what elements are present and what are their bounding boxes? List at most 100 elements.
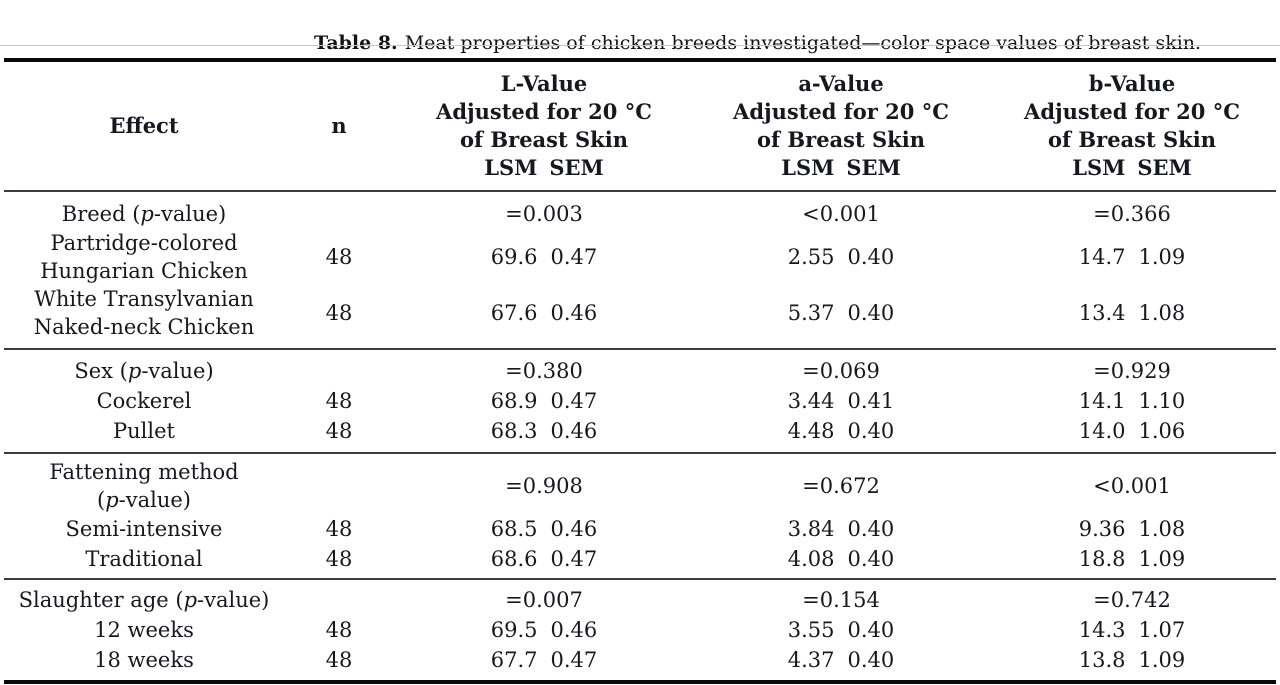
lsm-sem-pair: 9.36 1.08 bbox=[1079, 515, 1186, 543]
lsm-sem-cell: 4.37 0.40 bbox=[694, 646, 988, 674]
lsm-sem-cell: 68.9 0.47 bbox=[394, 387, 694, 415]
p-value-cell: =0.672 bbox=[802, 474, 880, 498]
effect-line: (p-value) bbox=[4, 486, 284, 514]
p-value-cell: <0.001 bbox=[802, 202, 880, 226]
lsm-sem-pair: 67.6 0.46 bbox=[491, 299, 598, 327]
table-row: Breed (p-value) =0.003 <0.001 =0.366 bbox=[4, 199, 1276, 229]
lsm-sem-pair: 14.0 1.06 bbox=[1079, 417, 1186, 445]
lsm-sem-pair: 18.8 1.09 bbox=[1079, 545, 1186, 573]
lsm-value: 14.0 bbox=[1078, 419, 1126, 443]
lsm-sem-pair: 2.55 0.40 bbox=[788, 243, 895, 271]
lsm-sem-pair: 4.08 0.40 bbox=[788, 545, 895, 573]
effect-cell: Traditional bbox=[4, 545, 284, 573]
table-row: Slaughter age (p-value) =0.007 =0.154 =0.74… bbox=[4, 585, 1276, 615]
lsm-sem-pair: 69.6 0.47 bbox=[491, 243, 598, 271]
lsm-sem-pair: 3.44 0.41 bbox=[788, 387, 895, 415]
effect-line: Fattening method bbox=[4, 458, 284, 486]
lsm-sem-pair: 3.84 0.40 bbox=[788, 515, 895, 543]
header-line-title: L-Value bbox=[500, 71, 588, 96]
effect-cell: Semi-intensive bbox=[4, 515, 284, 543]
header-line-adjust: Adjusted for 20 °C bbox=[436, 99, 652, 124]
header-l-value: L-Value Adjusted for 20 °C of Breast Ski… bbox=[394, 70, 694, 182]
header-line-title: b-Value bbox=[1088, 71, 1176, 96]
n-cell: 48 bbox=[325, 389, 353, 413]
sem-value: 0.40 bbox=[847, 245, 895, 269]
sem-value: 1.08 bbox=[1138, 301, 1186, 325]
lsm-sem-cell: 14.0 1.06 bbox=[988, 417, 1276, 445]
n-cell: 48 bbox=[325, 245, 353, 269]
table-row: Pullet 48 68.3 0.46 4.48 0.40 14.0 1.06 bbox=[4, 416, 1276, 446]
effect-text: Pullet bbox=[113, 419, 175, 443]
lsm-sem-cell: 3.55 0.40 bbox=[694, 616, 988, 644]
effect-text: Traditional bbox=[85, 547, 203, 571]
lsm-sem-cell: 69.6 0.47 bbox=[394, 243, 694, 271]
header-sem: SEM bbox=[846, 155, 901, 180]
header-line-adjust: Adjusted for 20 °C bbox=[733, 99, 949, 124]
lsm-value: 68.9 bbox=[490, 389, 538, 413]
header-sem: SEM bbox=[1137, 155, 1192, 180]
header-effect: Effect bbox=[109, 113, 179, 138]
effect-line: Partridge-colored bbox=[4, 229, 284, 257]
header-lsm: LSM bbox=[781, 155, 835, 180]
table-row: Partridge-colored Hungarian Chicken 48 69.6… bbox=[4, 229, 1276, 285]
lsm-value: 14.3 bbox=[1078, 618, 1126, 642]
table-row: Semi-intensive 48 68.5 0.46 3.84 0.40 9.36 1.08 bbox=[4, 514, 1276, 544]
lsm-value: 69.6 bbox=[490, 245, 538, 269]
table-row: Fattening method (p-value) =0.908 =0.672 <0.… bbox=[4, 458, 1276, 514]
header-line-title: a-Value bbox=[798, 71, 884, 96]
effect-text-italic: p bbox=[105, 488, 119, 512]
lsm-sem-pair: 68.5 0.46 bbox=[491, 515, 598, 543]
effect-line: Breed (p-value) bbox=[4, 200, 284, 228]
effect-line: Slaughter age (p-value) bbox=[4, 586, 284, 614]
sem-value: 0.47 bbox=[550, 547, 598, 571]
sem-value: 0.47 bbox=[550, 389, 598, 413]
section-rule bbox=[4, 578, 1276, 580]
effect-text: Breed ( bbox=[61, 202, 141, 226]
lsm-value: 4.08 bbox=[787, 547, 835, 571]
lsm-sem-pair: 14.1 1.10 bbox=[1079, 387, 1186, 415]
p-value-cell: =0.908 bbox=[505, 474, 583, 498]
lsm-value: 4.37 bbox=[787, 648, 835, 672]
table-section: Sex (p-value) =0.380 =0.069 =0.929 Cockerel 4… bbox=[4, 350, 1276, 452]
effect-cell: Partridge-colored Hungarian Chicken bbox=[4, 229, 284, 285]
sem-value: 0.46 bbox=[550, 301, 598, 325]
effect-cell: 18 weeks bbox=[4, 646, 284, 674]
effect-line: Semi-intensive bbox=[4, 515, 284, 543]
lsm-sem-cell: 4.08 0.40 bbox=[694, 545, 988, 573]
header-line-subject: of Breast Skin bbox=[1048, 127, 1216, 152]
lsm-sem-cell: 14.3 1.07 bbox=[988, 616, 1276, 644]
effect-line: Traditional bbox=[4, 545, 284, 573]
sem-value: 0.46 bbox=[550, 419, 598, 443]
lsm-sem-cell: 13.4 1.08 bbox=[988, 299, 1276, 327]
table-header-row: Effect n L-Value Adjusted for 20 °C of B… bbox=[4, 62, 1276, 190]
lsm-sem-pair: 14.3 1.07 bbox=[1079, 616, 1186, 644]
p-value-cell: =0.929 bbox=[1093, 359, 1171, 383]
effect-line: Hungarian Chicken bbox=[4, 257, 284, 285]
header-lsm: LSM bbox=[1072, 155, 1126, 180]
effect-text: Partridge-colored bbox=[50, 231, 238, 255]
section-rule bbox=[4, 348, 1276, 350]
lsm-sem-cell: 9.36 1.08 bbox=[988, 515, 1276, 543]
lsm-sem-cell: 14.1 1.10 bbox=[988, 387, 1276, 415]
p-value-cell: =0.366 bbox=[1093, 202, 1171, 226]
effect-text: -value) bbox=[118, 488, 191, 512]
sem-value: 1.09 bbox=[1138, 245, 1186, 269]
lsm-sem-pair: 13.8 1.09 bbox=[1079, 646, 1186, 674]
lsm-sem-pair: 67.7 0.47 bbox=[491, 646, 598, 674]
header-lsm-sem: LSM SEM bbox=[484, 154, 604, 182]
table-section: Breed (p-value) =0.003 <0.001 =0.366 Partrid… bbox=[4, 192, 1276, 348]
effect-cell: Fattening method (p-value) bbox=[4, 458, 284, 514]
table-row: 18 weeks 48 67.7 0.47 4.37 0.40 13.8 1.09 bbox=[4, 645, 1276, 675]
table-row: Traditional 48 68.6 0.47 4.08 0.40 18.8 1.09 bbox=[4, 544, 1276, 574]
n-cell: 48 bbox=[325, 301, 353, 325]
lsm-value: 67.6 bbox=[490, 301, 538, 325]
n-cell: 48 bbox=[325, 517, 353, 541]
lsm-sem-pair: 68.6 0.47 bbox=[491, 545, 598, 573]
lsm-sem-cell: 3.44 0.41 bbox=[694, 387, 988, 415]
sem-value: 0.40 bbox=[847, 517, 895, 541]
effect-text: Fattening method bbox=[49, 460, 239, 484]
effect-text: Semi-intensive bbox=[65, 517, 223, 541]
p-value-cell: =0.154 bbox=[802, 588, 880, 612]
effect-line: White Transylvanian bbox=[4, 285, 284, 313]
sem-value: 0.46 bbox=[550, 618, 598, 642]
